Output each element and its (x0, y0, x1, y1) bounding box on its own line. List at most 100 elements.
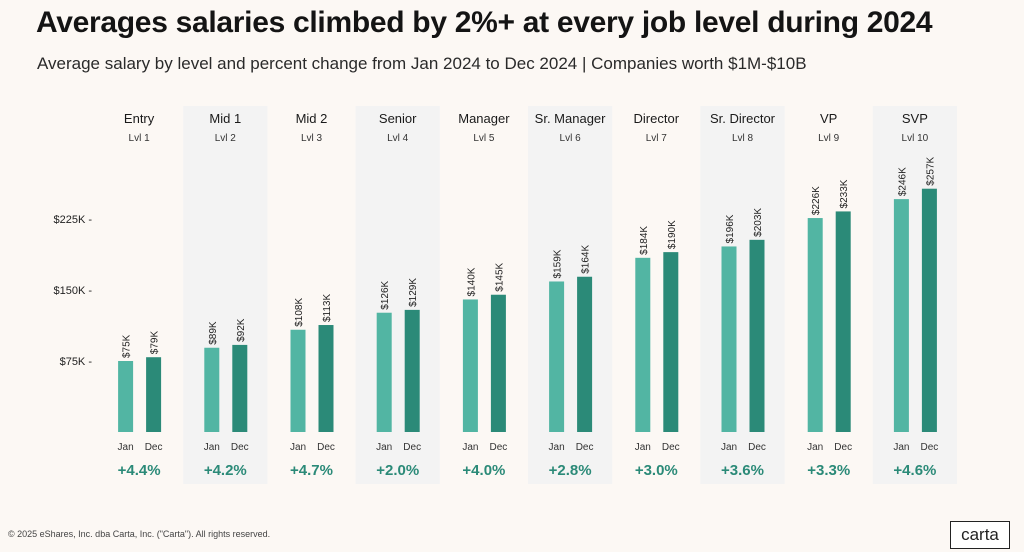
category-label: Sr. Director (710, 111, 776, 126)
bar-value-label: $190K (667, 220, 678, 249)
bar-jan (376, 312, 392, 432)
category-label: Mid 1 (209, 111, 241, 126)
x-sub-label: Jan (290, 442, 306, 453)
x-sub-label: Dec (403, 442, 421, 453)
bar-value-label: $226K (811, 186, 822, 215)
bar-jan (204, 347, 220, 432)
x-sub-label: Dec (317, 442, 335, 453)
x-sub-label: Jan (807, 442, 823, 453)
x-sub-label: Jan (721, 442, 737, 453)
pct-change-label: +2.8% (549, 462, 592, 479)
bar-value-label: $196K (725, 214, 736, 243)
bar-jan (462, 299, 478, 432)
bar-value-label: $140K (466, 267, 477, 296)
y-tick-label: $75K - (60, 356, 93, 368)
bar-value-label: $246K (897, 167, 908, 196)
bar-dec (232, 344, 248, 432)
category-label: Manager (458, 111, 510, 126)
level-label: Lvl 2 (215, 133, 237, 144)
bar-value-label: $159K (553, 249, 564, 278)
pct-change-label: +3.6% (721, 462, 764, 479)
column-shade (700, 106, 785, 484)
pct-change-label: +4.0% (462, 462, 505, 479)
bar-value-label: $126K (380, 280, 391, 309)
level-label: Lvl 6 (560, 133, 582, 144)
category-label: Entry (124, 111, 155, 126)
x-sub-label: Dec (145, 442, 163, 453)
level-label: Lvl 5 (473, 133, 495, 144)
x-sub-label: Jan (376, 442, 392, 453)
x-sub-label: Jan (462, 442, 478, 453)
category-label: Mid 2 (296, 111, 328, 126)
bar-dec (404, 309, 420, 432)
pct-change-label: +3.3% (807, 462, 850, 479)
bar-jan (549, 281, 565, 432)
bar-dec (577, 276, 593, 432)
chart-title: Averages salaries climbed by 2%+ at ever… (36, 6, 933, 39)
bar-value-label: $75K (122, 334, 133, 358)
bar-jan (893, 199, 909, 432)
x-sub-label: Jan (635, 442, 651, 453)
x-sub-label: Jan (549, 442, 565, 453)
bar-jan (290, 329, 306, 432)
x-sub-label: Dec (576, 442, 594, 453)
bar-jan (807, 218, 823, 432)
bar-dec (146, 357, 162, 432)
category-label: Senior (379, 111, 417, 126)
column-shade (183, 106, 268, 484)
bar-value-label: $79K (150, 331, 161, 355)
category-label: Director (634, 111, 680, 126)
bar-value-label: $129K (408, 278, 419, 307)
bar-value-label: $233K (839, 179, 850, 208)
bar-jan (721, 246, 737, 432)
bar-dec (490, 294, 506, 432)
x-sub-label: Jan (204, 442, 220, 453)
category-label: VP (820, 111, 837, 126)
category-label: Sr. Manager (535, 111, 606, 126)
level-label: Lvl 9 (818, 133, 840, 144)
bar-jan (635, 257, 651, 432)
bar-dec (663, 252, 679, 432)
pct-change-label: +4.4% (118, 462, 161, 479)
bar-dec (835, 211, 851, 432)
bar-value-label: $184K (639, 226, 650, 255)
level-label: Lvl 7 (646, 133, 668, 144)
bar-value-label: $203K (753, 208, 764, 237)
level-label: Lvl 10 (902, 133, 929, 144)
level-label: Lvl 1 (129, 133, 151, 144)
pct-change-label: +4.6% (893, 462, 936, 479)
x-sub-label: Dec (834, 442, 852, 453)
x-sub-label: Dec (921, 442, 939, 453)
pct-change-label: +2.0% (376, 462, 419, 479)
y-tick-label: $150K - (53, 285, 92, 297)
bar-dec (921, 188, 937, 432)
y-tick-label: $225K - (53, 214, 92, 226)
x-sub-label: Dec (662, 442, 680, 453)
bar-value-label: $92K (236, 318, 247, 342)
column-shade (528, 106, 613, 484)
level-label: Lvl 3 (301, 133, 323, 144)
bar-jan (118, 361, 134, 432)
pct-change-label: +3.0% (635, 462, 678, 479)
bar-dec (318, 325, 334, 432)
category-label: SVP (902, 111, 928, 126)
level-label: Lvl 4 (387, 133, 409, 144)
carta-logo: carta (950, 521, 1010, 549)
bar-value-label: $108K (294, 298, 305, 327)
x-sub-label: Dec (748, 442, 766, 453)
bar-dec (749, 239, 765, 432)
chart-subtitle: Average salary by level and percent chan… (37, 54, 807, 73)
bar-value-label: $257K (925, 156, 936, 185)
bar-value-label: $89K (208, 321, 219, 345)
x-sub-label: Jan (893, 442, 909, 453)
x-sub-label: Dec (231, 442, 249, 453)
level-label: Lvl 8 (732, 133, 754, 144)
bar-value-label: $145K (494, 262, 505, 291)
copyright-footer: © 2025 eShares, Inc. dba Carta, Inc. ("C… (8, 529, 271, 539)
pct-change-label: +4.2% (204, 462, 247, 479)
x-sub-label: Dec (490, 442, 508, 453)
bar-value-label: $164K (581, 245, 592, 274)
pct-change-label: +4.7% (290, 462, 333, 479)
bar-value-label: $113K (322, 294, 333, 323)
